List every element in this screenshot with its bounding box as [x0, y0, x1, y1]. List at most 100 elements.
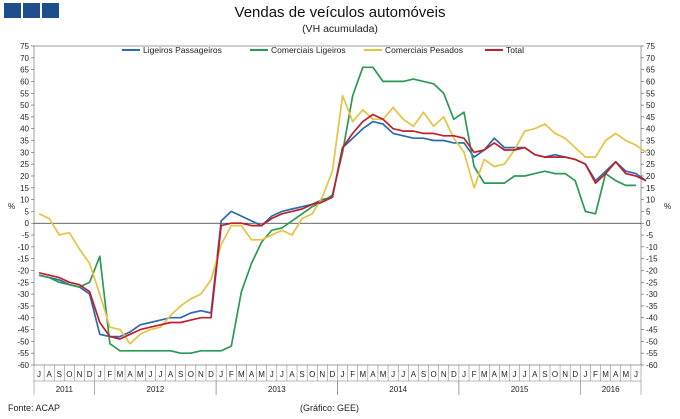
y-tick-label-right: -55	[646, 349, 658, 358]
y-tick-label-left: 50	[20, 101, 29, 110]
x-month-label: S	[57, 370, 62, 379]
y-tick-label-right: 60	[646, 77, 655, 86]
y-tick-label-left: 20	[20, 172, 29, 181]
x-month-label: D	[330, 370, 336, 379]
series-line-2	[38, 66, 636, 355]
x-month-label: A	[289, 370, 295, 379]
y-tick-label-left: -30	[17, 290, 29, 299]
x-month-label: N	[319, 370, 325, 379]
y-tick-label-left: -35	[17, 302, 29, 311]
x-month-label: D	[572, 370, 578, 379]
y-tick-label-right: 20	[646, 172, 655, 181]
y-tick-label-left: 25	[20, 160, 29, 169]
y-tick-label-right: -60	[646, 361, 658, 370]
y-tick-label-left: 5	[25, 207, 30, 216]
x-month-label: M	[602, 370, 609, 379]
x-month-label: N	[441, 370, 447, 379]
logo-block-2	[23, 3, 40, 18]
x-month-label: J	[341, 370, 345, 379]
y-tick-label-left: -55	[17, 349, 29, 358]
x-month-label: J	[98, 370, 102, 379]
legend-label-1: Ligeiros Passageiros	[143, 45, 222, 55]
legend-label-2: Comerciais Ligeiros	[271, 45, 346, 55]
x-month-label: J	[391, 370, 395, 379]
x-month-label: J	[401, 370, 405, 379]
x-month-label: J	[462, 370, 466, 379]
y-tick-label-right: -20	[646, 266, 658, 275]
x-month-label: F	[350, 370, 355, 379]
y-tick-label-left: 45	[20, 113, 29, 122]
y-tick-label-left: 40	[20, 125, 29, 134]
y-tick-label-left: 60	[20, 77, 29, 86]
y-tick-label-right: 55	[646, 89, 655, 98]
x-month-label: A	[492, 370, 498, 379]
x-month-label: J	[270, 370, 274, 379]
source-note: Fonte: ACAP	[8, 403, 61, 413]
y-tick-label-right: 25	[646, 160, 655, 169]
x-month-label: O	[66, 370, 72, 379]
logo-block-1	[4, 3, 21, 18]
x-month-label: F	[107, 370, 112, 379]
x-month-label: A	[249, 370, 255, 379]
x-year-label: 2012	[147, 385, 165, 394]
x-month-label: A	[532, 370, 538, 379]
x-month-label: O	[430, 370, 436, 379]
legend-label-3: Comerciais Pesados	[385, 45, 463, 55]
x-month-label: J	[523, 370, 527, 379]
x-month-label: S	[299, 370, 304, 379]
series-line-4	[38, 113, 647, 340]
plot-frame	[33, 45, 642, 366]
y-tick-label-left: -25	[17, 278, 29, 287]
y-tick-label-right: 10	[646, 196, 655, 205]
x-month-label: F	[593, 370, 598, 379]
x-month-label: O	[309, 370, 315, 379]
x-month-label: M	[117, 370, 124, 379]
y-tick-label-right: -30	[646, 290, 658, 299]
x-month-label: D	[87, 370, 93, 379]
x-month-label: J	[219, 370, 223, 379]
y-tick-label-left: -60	[17, 361, 29, 370]
y-axis-label-left: %	[8, 202, 15, 211]
y-tick-label-left: -45	[17, 326, 29, 335]
y-tick-label-left: 10	[20, 196, 29, 205]
y-tick-label-left: -40	[17, 314, 29, 323]
y-tick-label-right: -10	[646, 243, 658, 252]
y-tick-label-left: 55	[20, 89, 29, 98]
x-month-label: N	[562, 370, 568, 379]
x-month-label: J	[513, 370, 517, 379]
y-tick-label-left: -50	[17, 337, 29, 346]
x-month-label: A	[168, 370, 174, 379]
y-tick-label-right: 40	[646, 125, 655, 134]
x-month-label: J	[158, 370, 162, 379]
y-tick-label-right: 65	[646, 66, 655, 75]
y-tick-label-right: 35	[646, 137, 655, 146]
y-tick-label-left: 35	[20, 137, 29, 146]
credit-note: (Gráfico: GEE)	[300, 403, 360, 413]
y-tick-label-left: 15	[20, 184, 29, 193]
x-month-label: J	[634, 370, 638, 379]
x-month-label: A	[613, 370, 619, 379]
y-tick-label-right: 50	[646, 101, 655, 110]
x-month-label: M	[258, 370, 265, 379]
x-month-label: M	[501, 370, 508, 379]
x-month-label: N	[198, 370, 204, 379]
y-tick-label-left: 70	[20, 54, 29, 63]
x-month-label: D	[451, 370, 457, 379]
y-tick-label-left: 30	[20, 148, 29, 157]
x-month-label: A	[127, 370, 133, 379]
y-tick-label-right: -5	[646, 231, 654, 240]
x-year-label: 2015	[511, 385, 529, 394]
x-month-label: M	[137, 370, 144, 379]
logo-block-3	[42, 3, 59, 18]
x-month-label: M	[380, 370, 387, 379]
y-axis-label-right: %	[664, 202, 671, 211]
x-year-label: 2014	[389, 385, 407, 394]
y-tick-label-left: -10	[17, 243, 29, 252]
y-tick-label-right: -15	[646, 255, 658, 264]
y-tick-label-right: -25	[646, 278, 658, 287]
x-year-label: 2013	[268, 385, 286, 394]
y-tick-label-right: 70	[646, 54, 655, 63]
y-tick-label-right: 45	[646, 113, 655, 122]
y-tick-label-right: 0	[646, 219, 651, 228]
